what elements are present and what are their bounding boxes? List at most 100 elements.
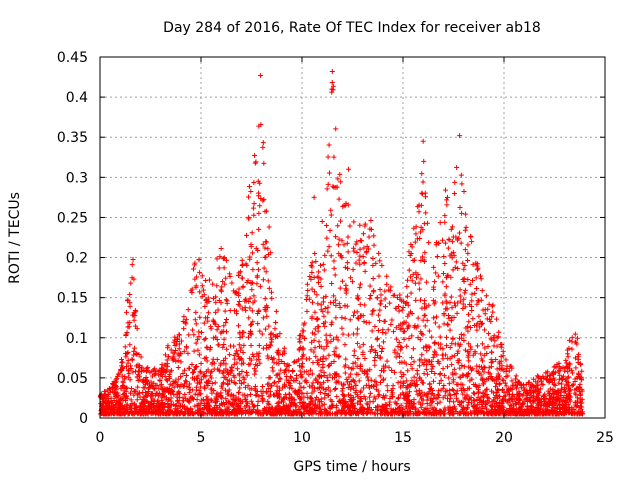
data-point [203, 355, 209, 361]
data-point [182, 367, 188, 373]
data-point [246, 334, 252, 340]
data-point [469, 376, 475, 382]
data-point [248, 331, 254, 337]
data-point [300, 353, 306, 359]
data-point [209, 398, 215, 404]
data-point [537, 397, 543, 403]
data-point [560, 376, 566, 382]
data-point [245, 194, 251, 200]
x-tick-label: 0 [96, 430, 105, 446]
data-point [341, 242, 347, 248]
data-point [562, 368, 568, 374]
data-point [207, 373, 213, 379]
data-point [481, 364, 487, 370]
data-point [372, 362, 378, 368]
data-point [336, 196, 342, 202]
data-point [455, 357, 461, 363]
data-point [225, 391, 231, 397]
data-point [305, 404, 311, 410]
data-point [558, 366, 564, 372]
data-point [525, 398, 531, 404]
data-point [118, 386, 124, 392]
data-point [246, 404, 252, 410]
data-point [263, 308, 269, 314]
data-point [254, 260, 260, 266]
data-point [567, 387, 573, 393]
data-point [199, 410, 205, 416]
x-tick-label: 20 [495, 430, 513, 446]
data-point [408, 309, 414, 315]
data-point [348, 393, 354, 399]
data-point [325, 304, 331, 310]
data-point [189, 375, 195, 381]
data-point [334, 394, 340, 400]
data-point [173, 358, 179, 364]
data-point [409, 244, 415, 250]
data-point [451, 253, 457, 259]
data-point [459, 362, 465, 368]
data-point [281, 396, 287, 402]
data-point [463, 224, 469, 230]
data-point [433, 242, 439, 248]
data-point [554, 405, 560, 411]
data-point [399, 359, 405, 365]
data-point [328, 253, 334, 259]
data-point [490, 302, 496, 308]
data-point [249, 401, 255, 407]
data-point [125, 360, 131, 366]
data-point [377, 307, 383, 313]
data-point [322, 323, 328, 329]
data-point [412, 323, 418, 329]
data-point [325, 309, 331, 315]
data-point [452, 300, 458, 306]
data-point [317, 406, 323, 412]
data-point [496, 381, 502, 387]
data-point [271, 380, 277, 386]
data-point [476, 369, 482, 375]
data-point [402, 328, 408, 334]
data-point [411, 359, 417, 365]
data-point [563, 357, 569, 363]
data-point [219, 385, 225, 391]
data-point [465, 352, 471, 358]
data-point [299, 364, 305, 370]
data-point [221, 323, 227, 329]
data-point [478, 372, 484, 378]
data-point [221, 380, 227, 386]
data-point [515, 407, 521, 413]
data-point [569, 409, 575, 415]
data-point [309, 314, 315, 320]
data-point [465, 276, 471, 282]
data-point [149, 393, 155, 399]
data-point [442, 293, 448, 299]
data-point [333, 315, 339, 321]
data-point [336, 353, 342, 359]
data-point [145, 386, 151, 392]
data-point [450, 234, 456, 240]
data-point [273, 308, 279, 314]
data-point [417, 393, 423, 399]
data-point [225, 382, 231, 388]
data-point [185, 307, 191, 313]
data-point [393, 354, 399, 360]
y-tick-label: 0.25 [57, 210, 88, 226]
data-point [494, 343, 500, 349]
data-point [125, 324, 131, 330]
data-point [502, 393, 508, 399]
data-point [403, 385, 409, 391]
data-point [367, 399, 373, 405]
data-point [470, 316, 476, 322]
data-point [119, 403, 125, 409]
data-point [304, 308, 310, 314]
data-point [224, 369, 230, 375]
data-point [328, 339, 334, 345]
data-point [348, 378, 354, 384]
data-point [209, 381, 215, 387]
data-point [342, 342, 348, 348]
data-point [319, 409, 325, 415]
data-point [135, 410, 141, 416]
data-point [231, 373, 237, 379]
data-point [152, 372, 158, 378]
data-point [223, 396, 229, 402]
data-point [311, 349, 317, 355]
